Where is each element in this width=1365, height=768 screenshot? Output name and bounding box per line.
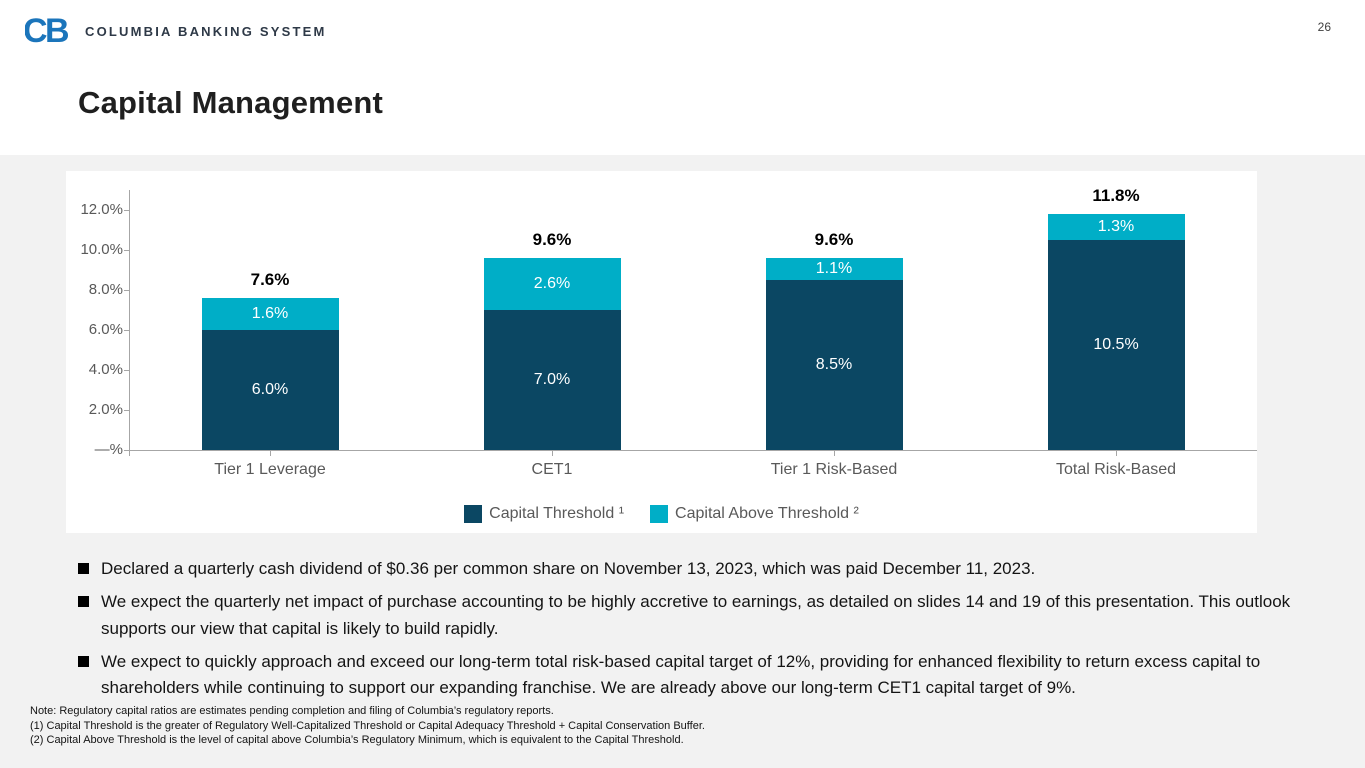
bar-segment-value: 1.1% xyxy=(815,260,853,277)
bar-segment-threshold: 8.5% xyxy=(765,280,903,450)
legend-swatch xyxy=(650,505,669,523)
bar-segment-above: 2.6% xyxy=(483,258,621,310)
bar-segment-value: 8.5% xyxy=(815,356,853,373)
bar-segment-threshold: 6.0% xyxy=(201,330,339,450)
category-label: Tier 1 Leverage xyxy=(214,461,326,478)
capital-ratios-chart: 12.0% 10.0% 8.0% 6.0% 4.0% 2.0% —% 6.0% 1.6% 7.6%… xyxy=(66,171,1257,533)
legend-item: Capital Threshold ¹ xyxy=(464,505,624,523)
y-tick-mark xyxy=(124,210,130,211)
bar-segment-threshold: 7.0% xyxy=(483,310,621,450)
bullet-list: Declared a quarterly cash dividend of $0… xyxy=(78,556,1340,709)
header-band xyxy=(0,0,1365,155)
y-tick-mark xyxy=(124,290,130,291)
y-tick-mark xyxy=(124,250,130,251)
bullet-marker-icon xyxy=(78,563,89,574)
footnote-line: (2) Capital Above Threshold is the level… xyxy=(30,734,684,746)
y-tick-label: 2.0% xyxy=(88,401,123,418)
y-tick-label: —% xyxy=(94,441,123,458)
chart-plot-area: 12.0% 10.0% 8.0% 6.0% 4.0% 2.0% —% 6.0% 1.6% 7.6%… xyxy=(66,171,1257,533)
bar-segment-value: 7.0% xyxy=(533,371,571,388)
bullet-marker-icon xyxy=(78,596,89,608)
category-label: Tier 1 Risk-Based xyxy=(770,461,898,478)
svg-text:C: C xyxy=(25,12,48,47)
bar-total-value: 11.8% xyxy=(1092,186,1140,205)
bar-segment-above: 1.6% xyxy=(201,298,339,330)
x-axis xyxy=(129,450,1257,451)
bar-segment-threshold: 10.5% xyxy=(1047,240,1185,450)
legend-swatch xyxy=(464,505,483,523)
footnote-line: (1) Capital Threshold is the greater of … xyxy=(30,719,705,732)
bullet-item: We expect the quarterly net impact of pu… xyxy=(78,589,1340,642)
page-title: Capital Management xyxy=(78,85,384,120)
bar-segment-value: 10.5% xyxy=(1093,336,1139,353)
y-tick-mark xyxy=(124,410,130,411)
chart-legend: Capital Threshold ¹ Capital Above Thresho… xyxy=(66,505,1257,523)
bar-segment-above: 1.1% xyxy=(765,258,903,280)
logo-wordmark: COLUMBIA BANKING SYSTEM xyxy=(85,23,327,39)
bar-segment-value: 1.3% xyxy=(1097,218,1135,235)
cb-logo-icon: C B xyxy=(25,12,70,47)
bullet-marker-icon xyxy=(78,656,89,668)
y-tick-label: 6.0% xyxy=(88,321,123,338)
y-tick-mark xyxy=(124,330,130,331)
footnote-line: Note: Regulatory capital ratios are esti… xyxy=(30,705,554,717)
category-tick xyxy=(552,451,553,456)
bullet-item: We expect to quickly approach and exceed… xyxy=(78,649,1340,702)
y-axis xyxy=(129,190,130,451)
category-tick xyxy=(270,451,271,456)
y-tick-mark xyxy=(124,450,130,451)
bullet-text: We expect to quickly approach and exceed… xyxy=(101,652,1261,698)
company-logo: C B COLUMBIA BANKING SYSTEM xyxy=(25,11,327,47)
bar-total-value: 9.6% xyxy=(532,230,572,249)
legend-label: Capital Above Threshold ² xyxy=(675,505,859,522)
y-tick-label: 10.0% xyxy=(80,241,123,258)
page-number: 26 xyxy=(1317,20,1331,34)
category-tick xyxy=(834,451,835,456)
bullet-text: Declared a quarterly cash dividend of $0… xyxy=(101,559,1036,578)
y-tick-label: 4.0% xyxy=(88,361,123,378)
axis-tick xyxy=(129,451,130,456)
svg-text:B: B xyxy=(45,12,70,47)
bar-total-value: 9.6% xyxy=(814,230,854,249)
legend-label: Capital Threshold ¹ xyxy=(489,505,625,522)
y-tick-label: 12.0% xyxy=(80,201,123,218)
footnote-list: Note: Regulatory capital ratios are esti… xyxy=(30,704,1330,748)
category-label: Total Risk-Based xyxy=(1055,461,1177,478)
bar-segment-above: 1.3% xyxy=(1047,214,1185,240)
category-tick xyxy=(1116,451,1117,456)
y-tick-mark xyxy=(124,370,130,371)
bar-segment-value: 2.6% xyxy=(533,275,571,292)
bullet-item: Declared a quarterly cash dividend of $0… xyxy=(78,556,1340,582)
bullet-text: We expect the quarterly net impact of pu… xyxy=(101,592,1291,638)
bar-total-value: 7.6% xyxy=(250,270,290,289)
bar-segment-value: 6.0% xyxy=(251,381,289,398)
category-label: CET1 xyxy=(531,461,573,478)
legend-item: Capital Above Threshold ² xyxy=(650,505,859,523)
y-tick-label: 8.0% xyxy=(88,281,123,298)
bar-segment-value: 1.6% xyxy=(251,305,289,322)
